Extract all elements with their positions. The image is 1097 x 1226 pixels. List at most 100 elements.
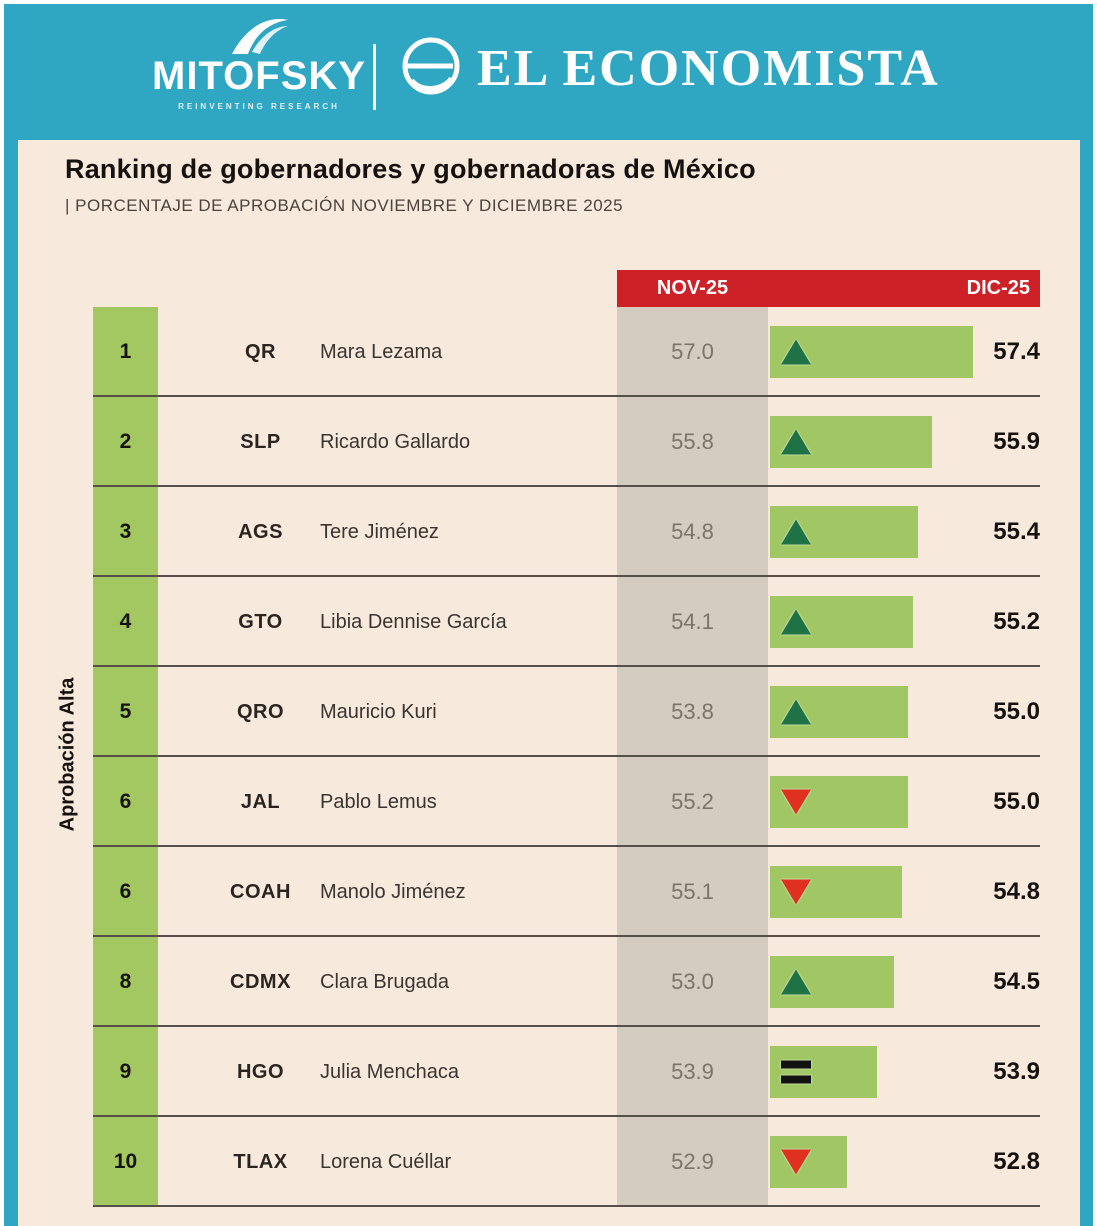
approval-bar <box>770 686 908 738</box>
nov-value-cell: 55.8 <box>671 429 714 454</box>
row-separator <box>93 575 1040 577</box>
rank-cell: 9 <box>119 1060 132 1083</box>
header-banner: MITOFSKY REINVENTING RESEARCH EL ECONOMI… <box>4 4 1093 140</box>
approval-bar <box>770 1046 877 1098</box>
nov-value-cell: 54.1 <box>671 609 714 634</box>
governor-name-cell: Pablo Lemus <box>320 791 437 813</box>
mitofsky-swoosh-icon <box>226 14 292 63</box>
mitofsky-logo: MITOFSKY REINVENTING RESEARCH <box>134 18 384 111</box>
rank-cell: 2 <box>119 430 132 453</box>
row-separator <box>93 845 1040 847</box>
mitofsky-tagline: REINVENTING RESEARCH <box>178 102 340 111</box>
row-separator <box>93 1115 1040 1117</box>
table-row: 9 HGO Julia Menchaca 53.9 53.9 <box>18 1027 1080 1117</box>
table-row: 8 CDMX Clara Brugada 53.0 54.5 <box>18 937 1080 1027</box>
trend-equal-icon <box>781 1060 811 1084</box>
approval-bar <box>770 866 902 918</box>
approval-bar <box>770 416 932 468</box>
state-cell: AGS <box>238 521 283 543</box>
table-row: 6 JAL Pablo Lemus 55.2 55.0 <box>18 757 1080 847</box>
trend-up-icon <box>781 609 811 635</box>
table-row: 1 QR Mara Lezama 57.0 57.4 <box>18 307 1080 397</box>
state-cell: GTO <box>238 611 283 633</box>
rank-cell: 4 <box>119 610 132 633</box>
rank-cell: 5 <box>119 700 132 723</box>
governor-name-cell: Manolo Jiménez <box>320 881 466 903</box>
row-separator <box>93 755 1040 757</box>
nov-value-cell: 53.0 <box>671 969 714 994</box>
state-cell: COAH <box>230 881 291 903</box>
state-cell: HGO <box>236 1061 285 1083</box>
approval-bar <box>770 596 913 648</box>
rank-cell: 10 <box>113 1150 138 1173</box>
governor-name-cell: Libia Dennise García <box>320 611 507 633</box>
rank-cell: 8 <box>119 970 132 993</box>
row-separator <box>93 935 1040 937</box>
trend-up-icon <box>781 339 811 365</box>
trend-down-icon <box>781 879 811 905</box>
trend-up-icon <box>781 969 811 995</box>
nov-column-background <box>617 307 768 1207</box>
trend-up-icon <box>781 699 811 725</box>
governor-name-cell: Lorena Cuéllar <box>320 1151 452 1173</box>
nov-value-cell: 52.9 <box>671 1149 714 1174</box>
state-cell: QR <box>245 341 276 363</box>
approval-bar <box>770 1136 847 1188</box>
dic-value-cell: 55.2 <box>993 608 1040 635</box>
dic-value-cell: 55.9 <box>993 428 1040 455</box>
logo-divider <box>373 44 376 110</box>
state-cell: QRO <box>236 701 285 723</box>
governor-name-cell: Tere Jiménez <box>320 521 439 543</box>
trend-down-icon <box>781 1149 811 1175</box>
approval-bar <box>770 776 908 828</box>
column-header-dic: DIC-25 <box>966 277 1030 299</box>
table-row: 10 TLAX Lorena Cuéllar 52.9 52.8 <box>18 1117 1080 1207</box>
rank-cell: 6 <box>119 880 132 903</box>
dic-value-cell: 52.8 <box>993 1148 1040 1175</box>
nov-value-cell: 53.9 <box>671 1059 714 1084</box>
dic-value-cell: 57.4 <box>993 338 1040 365</box>
governor-name-cell: Clara Brugada <box>320 971 449 993</box>
approval-bar <box>770 506 918 558</box>
nov-value-cell: 53.8 <box>671 699 714 724</box>
nov-value-cell: 54.8 <box>671 519 714 544</box>
row-separator <box>93 665 1040 667</box>
trend-up-icon <box>781 429 811 455</box>
rank-cell: 6 <box>119 790 132 813</box>
dic-value-cell: 54.5 <box>993 968 1040 995</box>
infographic-panel: Ranking de gobernadores y gobernadoras d… <box>18 140 1080 1226</box>
state-cell: SLP <box>240 431 281 453</box>
economista-logo: EL ECONOMISTA <box>399 34 940 103</box>
table-row: 2 SLP Ricardo Gallardo 55.8 55.9 <box>18 397 1080 487</box>
page-title: Ranking de gobernadores y gobernadoras d… <box>65 154 756 184</box>
nov-value-cell: 55.1 <box>671 879 714 904</box>
dic-value-cell: 55.0 <box>993 788 1040 815</box>
rank-column-background <box>93 307 158 1207</box>
mitofsky-wordmark: MITOFSKY <box>152 54 366 98</box>
page-subtitle: | PORCENTAJE DE APROBACIÓN NOVIEMBRE Y D… <box>65 196 624 215</box>
trend-down-icon <box>781 789 811 815</box>
dic-value-cell: 55.0 <box>993 698 1040 725</box>
governor-name-cell: Mauricio Kuri <box>320 701 437 723</box>
nov-value-cell: 55.2 <box>671 789 714 814</box>
rank-cell: 1 <box>119 340 132 363</box>
column-header-bar: NOV-25 DIC-25 <box>617 270 1040 307</box>
state-cell: JAL <box>240 791 281 813</box>
table-row: 4 GTO Libia Dennise García 54.1 55.2 <box>18 577 1080 667</box>
dic-value-cell: 53.9 <box>993 1058 1040 1085</box>
table-row: 5 QRO Mauricio Kuri 53.8 55.0 <box>18 667 1080 757</box>
governor-name-cell: Ricardo Gallardo <box>320 431 471 453</box>
state-cell: CDMX <box>230 971 291 993</box>
row-separator <box>93 1205 1040 1207</box>
row-separator <box>93 485 1040 487</box>
state-cell: TLAX <box>233 1151 288 1173</box>
table-row: 3 AGS Tere Jiménez 54.8 55.4 <box>18 487 1080 577</box>
rank-cell: 3 <box>119 520 132 543</box>
governor-name-cell: Mara Lezama <box>320 341 443 363</box>
economista-wordmark: EL ECONOMISTA <box>477 39 940 97</box>
approval-bar <box>770 326 973 378</box>
trend-up-icon <box>781 519 811 545</box>
governor-name-cell: Julia Menchaca <box>320 1061 459 1083</box>
dic-value-cell: 55.4 <box>993 518 1040 545</box>
column-header-nov: NOV-25 <box>656 277 729 299</box>
